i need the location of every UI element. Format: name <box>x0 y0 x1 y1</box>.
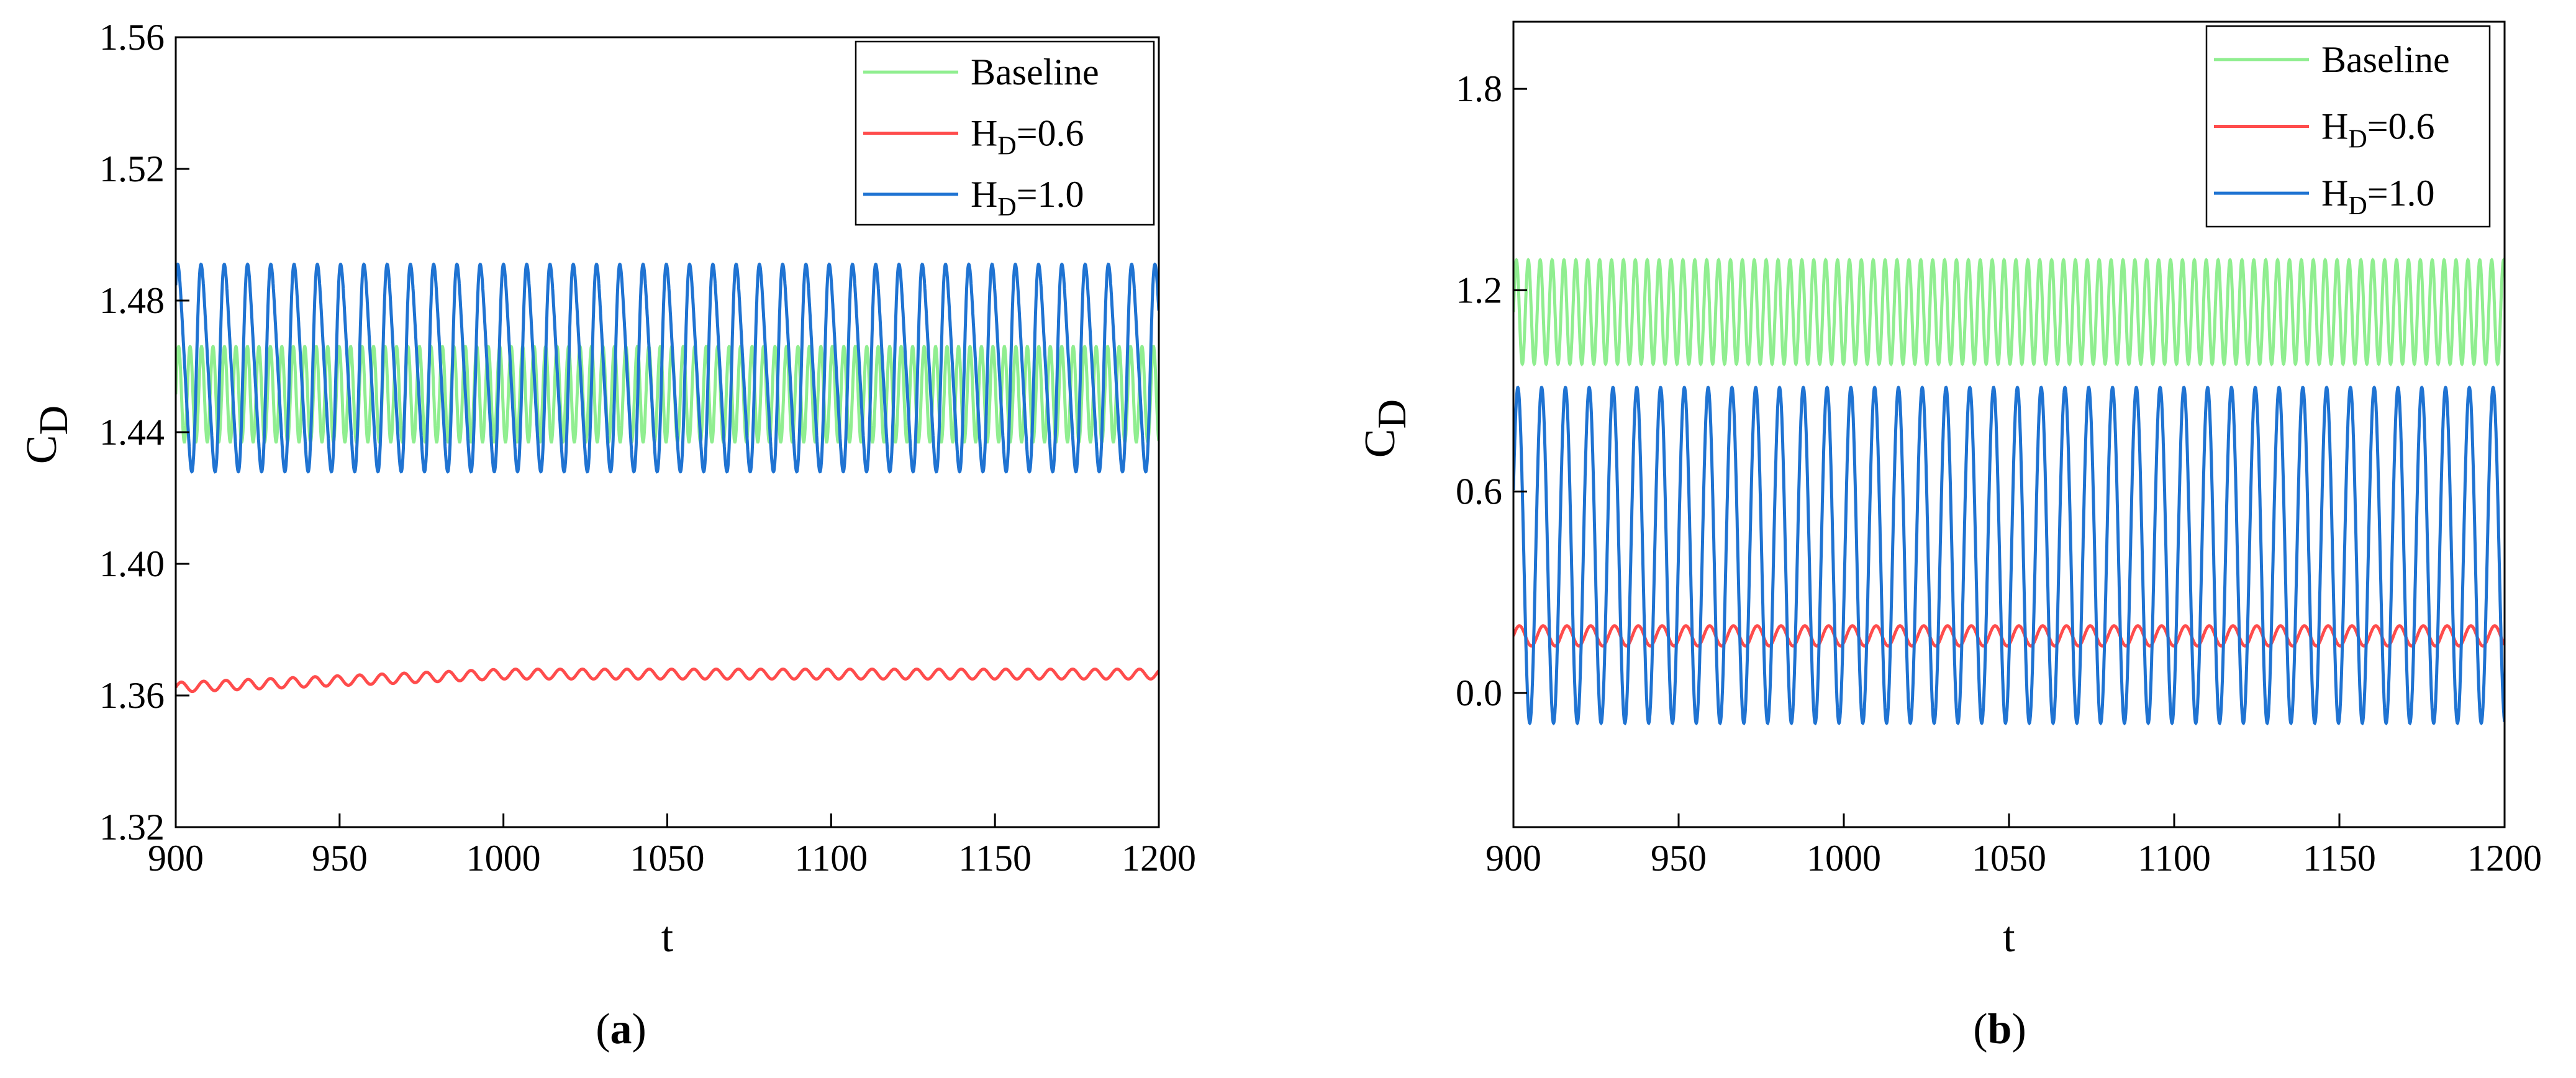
y-axis-label: CD <box>18 405 76 464</box>
y-tick-label: 1.2 <box>1456 270 1502 310</box>
legend-label: Baseline <box>2321 39 2450 80</box>
y-tick-label: 0.0 <box>1456 673 1502 713</box>
legend-label: Baseline <box>971 52 1099 93</box>
y-axis-label-sub: D <box>1369 399 1415 429</box>
x-axis-label: t <box>661 913 674 961</box>
legend-label-tail: =1.0 <box>1017 174 1084 215</box>
legend-label-sub: D <box>2348 192 2367 220</box>
x-tick-label: 1000 <box>1807 838 1881 879</box>
legend-label-main: H <box>2321 106 2348 147</box>
y-axis-label-sub: D <box>31 405 76 435</box>
y-tick-label: 1.56 <box>99 17 165 58</box>
x-tick-label: 1050 <box>1972 838 2046 879</box>
plot-area <box>1513 257 2505 726</box>
caption-close: ) <box>2011 1005 2026 1053</box>
caption-close: ) <box>632 1005 646 1053</box>
x-axis-label: t <box>2003 913 2015 961</box>
y-axis-label-main: C <box>1356 428 1404 458</box>
legend-label-main: Baseline <box>971 52 1099 93</box>
legend-label-sub: D <box>997 132 1016 161</box>
x-tick-label: 1100 <box>794 838 868 879</box>
y-tick-label: 1.8 <box>1456 68 1502 109</box>
series-line-baseline <box>1513 257 2505 367</box>
x-tick-label: 1150 <box>958 838 1032 879</box>
panel-caption: (b) <box>1973 1005 2026 1053</box>
y-axis-label: CD <box>1356 399 1415 458</box>
x-tick-label: 1100 <box>2138 838 2211 879</box>
legend-label-main: H <box>971 174 997 215</box>
y-tick-label: 1.32 <box>99 807 165 848</box>
caption-open: ( <box>1973 1005 1987 1053</box>
x-tick-label: 950 <box>312 838 368 879</box>
x-tick-label: 900 <box>1485 838 1541 879</box>
legend-label: HD=1.0 <box>971 174 1084 222</box>
caption-open: ( <box>596 1005 610 1053</box>
series-line-hd-1-0 <box>176 262 1159 474</box>
y-axis-label-main: C <box>18 435 66 464</box>
legend-label-tail: =0.6 <box>2367 106 2435 147</box>
legend-label-tail: =1.0 <box>2367 173 2435 214</box>
chart-panel-b: 900 950 1000 1050 1100 1150 1200 0.0 0.6 1.2 1.8 t C… <box>1356 20 2542 1053</box>
y-tick-label: 1.36 <box>99 675 165 716</box>
legend-label-tail: =0.6 <box>1017 113 1084 154</box>
y-tick-label: 1.40 <box>99 543 165 584</box>
legend-label: HD=1.0 <box>2321 173 2435 220</box>
plot-area <box>176 262 1159 694</box>
caption-letter: b <box>1988 1005 2012 1053</box>
x-tick-label: 950 <box>1651 838 1707 879</box>
chart-panel-a: 900 950 1000 1050 1100 1150 1200 1.32 1.36 1.40 1.… <box>18 17 1196 1053</box>
legend-label-main: Baseline <box>2321 39 2450 80</box>
y-tick-label: 1.48 <box>99 280 165 321</box>
caption-letter: a <box>610 1005 632 1053</box>
series-line-hd-0-6 <box>176 668 1159 694</box>
y-tick-label: 1.44 <box>99 412 165 453</box>
legend-label: HD=0.6 <box>2321 106 2435 154</box>
x-tick-label: 900 <box>148 838 204 879</box>
x-tick-label: 1150 <box>2303 838 2376 879</box>
series-line-baseline <box>176 345 1159 444</box>
x-tick-label: 1050 <box>630 838 705 879</box>
legend-label-main: H <box>2321 173 2348 214</box>
x-tick-label: 1000 <box>466 838 541 879</box>
legend-label-sub: D <box>997 193 1016 222</box>
y-tick-label: 1.52 <box>99 148 165 189</box>
legend-label: HD=0.6 <box>971 113 1084 161</box>
x-tick-label: 1200 <box>2467 838 2542 879</box>
legend-label-main: H <box>971 113 997 154</box>
panel-caption: (a) <box>596 1005 646 1053</box>
series-line-hd-1-0 <box>1513 386 2505 726</box>
y-tick-label: 0.6 <box>1456 471 1502 512</box>
legend-label-sub: D <box>2348 125 2367 154</box>
x-tick-label: 1200 <box>1122 838 1196 879</box>
